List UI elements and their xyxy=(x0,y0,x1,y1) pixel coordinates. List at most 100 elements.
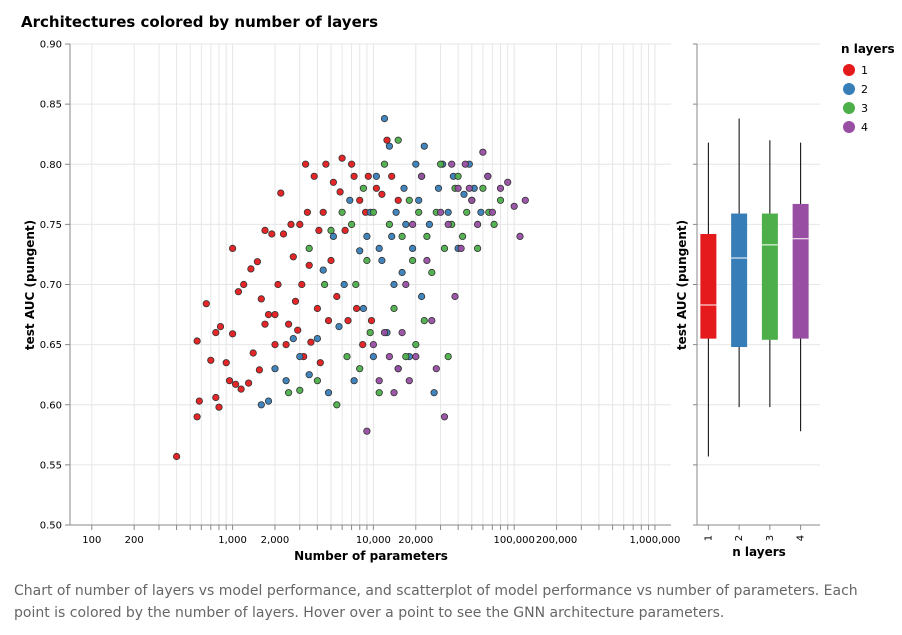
scatter-point-layers-4[interactable] xyxy=(405,377,413,385)
scatter-point-layers-1[interactable] xyxy=(367,316,376,325)
scatter-point-layers-4[interactable] xyxy=(380,328,389,337)
scatter-point-layers-4[interactable] xyxy=(375,377,383,385)
scatter-point-layers-2[interactable] xyxy=(434,184,443,192)
scatter-point-layers-3[interactable] xyxy=(356,365,364,373)
scatter-point-layers-1[interactable] xyxy=(274,280,282,289)
scatter-point-layers-3[interactable] xyxy=(454,172,462,180)
scatter-point-layers-1[interactable] xyxy=(255,366,263,374)
scatter-point-layers-1[interactable] xyxy=(336,188,344,196)
scatter-point-layers-1[interactable] xyxy=(225,377,234,385)
scatter-point-layers-1[interactable] xyxy=(202,300,210,308)
scatter-point-layers-1[interactable] xyxy=(310,172,318,180)
scatter-point-layers-4[interactable] xyxy=(457,244,465,252)
scatter-point-layers-1[interactable] xyxy=(341,226,349,234)
scatter-point-layers-2[interactable] xyxy=(340,280,348,289)
scatter-point-layers-2[interactable] xyxy=(420,142,428,150)
scatter-point-layers-4[interactable] xyxy=(423,256,431,265)
scatter-point-layers-3[interactable] xyxy=(444,352,452,361)
scatter-point-layers-3[interactable] xyxy=(347,220,356,228)
scatter-point-layers-4[interactable] xyxy=(440,413,449,421)
scatter-point-layers-1[interactable] xyxy=(289,253,297,261)
scatter-point-layers-1[interactable] xyxy=(277,189,285,197)
scatter-point-layers-1[interactable] xyxy=(245,379,253,387)
scatter-point-layers-2[interactable] xyxy=(408,244,417,252)
scatter-point-layers-2[interactable] xyxy=(356,247,364,255)
scatter-point-layers-1[interactable] xyxy=(356,196,364,204)
scatter-point-layers-3[interactable] xyxy=(436,160,445,168)
scatter-point-layers-4[interactable] xyxy=(417,172,426,180)
scatter-point-layers-4[interactable] xyxy=(444,220,452,228)
scatter-point-layers-1[interactable] xyxy=(279,230,288,238)
scatter-point-layers-2[interactable] xyxy=(282,377,290,385)
scatter-point-layers-1[interactable] xyxy=(383,136,391,144)
scatter-point-layers-3[interactable] xyxy=(408,256,417,265)
scatter-point-layers-1[interactable] xyxy=(249,349,257,357)
scatter-point-layers-2[interactable] xyxy=(417,292,426,301)
scatter-point-layers-1[interactable] xyxy=(313,304,321,313)
scatter-point-layers-3[interactable] xyxy=(390,304,398,313)
scatter-point-layers-4[interactable] xyxy=(428,316,436,325)
scatter-point-layers-3[interactable] xyxy=(366,328,374,337)
scatter-point-layers-1[interactable] xyxy=(316,359,324,367)
scatter-point-layers-3[interactable] xyxy=(496,196,505,204)
scatter-point-layers-4[interactable] xyxy=(461,160,469,168)
scatter-point-layers-1[interactable] xyxy=(232,380,240,388)
scatter-point-layers-1[interactable] xyxy=(261,320,269,328)
scatter-point-layers-4[interactable] xyxy=(369,340,377,349)
scatter-point-layers-2[interactable] xyxy=(412,160,420,168)
scatter-point-layers-1[interactable] xyxy=(303,208,311,216)
legend-item-4[interactable]: 4 xyxy=(843,121,868,134)
scatter-point-layers-3[interactable] xyxy=(415,208,423,216)
scatter-point-layers-2[interactable] xyxy=(372,172,380,180)
scatter-point-layers-3[interactable] xyxy=(305,244,313,252)
scatter-point-layers-2[interactable] xyxy=(296,352,304,361)
scatter-point-layers-3[interactable] xyxy=(313,377,321,385)
scatter-point-layers-2[interactable] xyxy=(390,280,398,289)
scatter-point-layers-3[interactable] xyxy=(333,401,341,409)
legend-item-3[interactable]: 3 xyxy=(843,102,868,115)
scatter-point-layers-1[interactable] xyxy=(296,220,304,228)
scatter-point-layers-1[interactable] xyxy=(193,337,201,345)
scatter-point-layers-3[interactable] xyxy=(284,389,293,397)
scatter-point-layers-2[interactable] xyxy=(385,142,393,150)
scatter-point-layers-1[interactable] xyxy=(352,304,361,313)
scatter-point-layers-3[interactable] xyxy=(296,386,304,394)
scatter-point-layers-3[interactable] xyxy=(402,352,410,361)
scatter-point-layers-1[interactable] xyxy=(301,160,310,168)
scatter-point-layers-2[interactable] xyxy=(271,365,279,373)
scatter-point-layers-4[interactable] xyxy=(496,184,505,192)
scatter-point-layers-2[interactable] xyxy=(319,266,327,274)
scatter-point-layers-2[interactable] xyxy=(378,256,386,265)
scatter-point-layers-2[interactable] xyxy=(335,322,343,331)
scatter-point-layers-1[interactable] xyxy=(195,397,203,405)
scatter-point-layers-1[interactable] xyxy=(322,160,330,168)
scatter-point-layers-1[interactable] xyxy=(372,184,380,192)
scatter-point-layers-1[interactable] xyxy=(347,160,356,168)
legend-item-1[interactable]: 1 xyxy=(843,64,868,77)
scatter-point-layers-4[interactable] xyxy=(398,328,406,337)
scatter-point-layers-3[interactable] xyxy=(412,340,420,349)
scatter-point-layers-2[interactable] xyxy=(460,190,468,198)
scatter-point-layers-2[interactable] xyxy=(400,184,408,192)
scatter-point-layers-1[interactable] xyxy=(207,356,215,364)
scatter-point-layers-1[interactable] xyxy=(315,226,323,234)
scatter-point-layers-4[interactable] xyxy=(465,184,473,192)
scatter-point-layers-3[interactable] xyxy=(473,244,482,252)
scatter-point-layers-1[interactable] xyxy=(261,226,269,234)
scatter-point-layers-4[interactable] xyxy=(394,365,402,373)
scatter-point-layers-1[interactable] xyxy=(212,328,220,337)
scatter-point-layers-3[interactable] xyxy=(420,316,428,325)
scatter-point-layers-1[interactable] xyxy=(271,310,279,319)
scatter-point-layers-3[interactable] xyxy=(380,160,389,168)
scatter-point-layers-2[interactable] xyxy=(363,232,371,240)
scatter-point-layers-1[interactable] xyxy=(350,172,358,180)
scatter-point-layers-3[interactable] xyxy=(490,220,498,228)
scatter-point-layers-1[interactable] xyxy=(359,340,367,349)
scatter-point-layers-4[interactable] xyxy=(484,172,492,180)
scatter-point-layers-3[interactable] xyxy=(428,268,436,277)
scatter-point-layers-1[interactable] xyxy=(268,230,276,238)
scatter-point-layers-2[interactable] xyxy=(350,377,358,385)
scatter-point-layers-3[interactable] xyxy=(385,220,393,228)
scatter-point-layers-1[interactable] xyxy=(229,330,237,338)
scatter-point-layers-2[interactable] xyxy=(346,196,354,204)
